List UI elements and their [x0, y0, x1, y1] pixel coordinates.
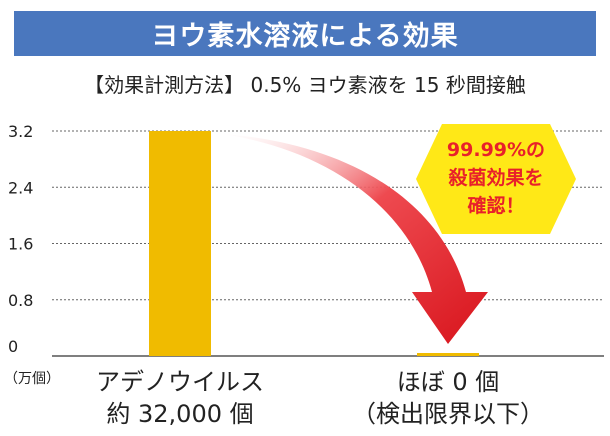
- badge-line-2: 殺菌効果を: [448, 167, 544, 189]
- category-label: （検出限界以下）: [352, 400, 544, 428]
- y-unit-label: （万個）: [4, 371, 60, 387]
- category-label: アデノウイルス: [96, 368, 264, 396]
- bar: [417, 353, 479, 356]
- bar: [149, 131, 211, 356]
- y-tick-label: 0: [8, 337, 18, 356]
- y-axis: 3.2 2.4 1.6 0.8 0 （万個）: [4, 122, 60, 387]
- bars: [149, 131, 479, 356]
- y-tick-label: 3.2: [8, 122, 33, 141]
- y-tick-label: 2.4: [8, 178, 33, 197]
- chart-title: ヨウ素水溶液による効果: [14, 11, 596, 56]
- arrow-icon: [222, 134, 488, 344]
- badge-line-1: 99.99%の: [446, 139, 546, 161]
- category-label: 約 32,000 個: [106, 400, 253, 428]
- hexagon-badge-icon: [416, 124, 576, 234]
- badge-line-3: 確認！: [467, 195, 525, 217]
- category-label: ほぼ 0 個: [397, 368, 500, 396]
- y-tick-label: 0.8: [8, 291, 33, 310]
- y-tick-label: 1.6: [8, 235, 33, 254]
- result-badge: 99.99%の 殺菌効果を 確認！: [414, 122, 578, 236]
- chart-subtitle: 【効果計測方法】 0.5% ヨウ素液を 15 秒間接触: [84, 73, 526, 97]
